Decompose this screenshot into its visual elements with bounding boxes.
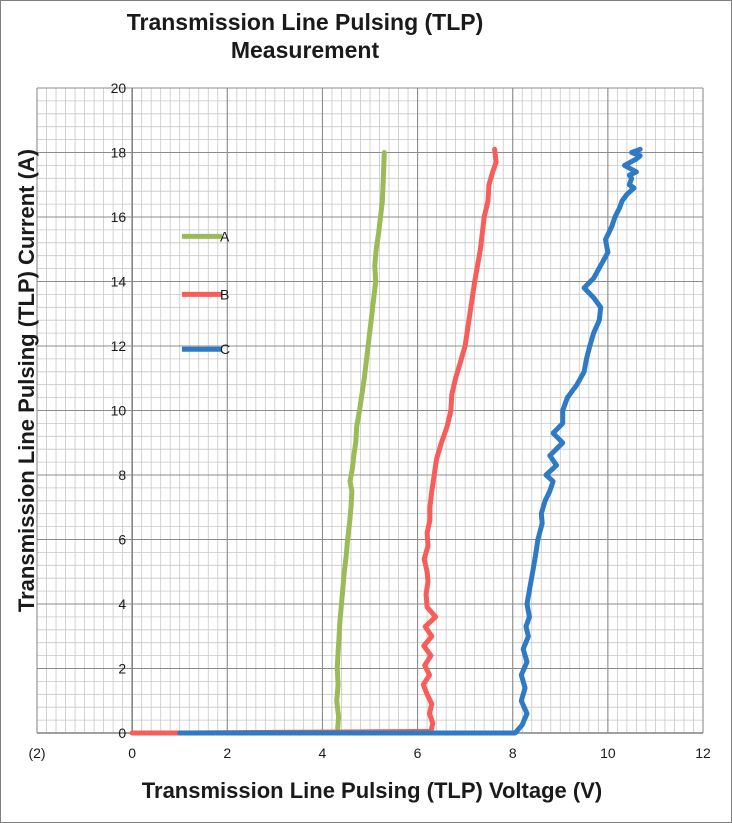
x-tick-label: (2) — [28, 745, 45, 761]
x-tick-label: 12 — [695, 745, 711, 761]
y-axis-label: Transmission Line Pulsing (TLP) Current … — [14, 149, 39, 612]
legend: A B C — [182, 228, 230, 357]
legend-label-b: B — [220, 286, 229, 302]
chart-title-line-1: Transmission Line Pulsing (TLP) — [126, 9, 484, 35]
y-tick-label: 2 — [118, 661, 126, 677]
y-tick-label: 18 — [111, 145, 127, 161]
x-tick-label: 2 — [223, 745, 231, 761]
y-tick-labels: 0 2 4 6 8 10 12 14 16 18 20 — [111, 80, 127, 741]
chart-title: Transmission Line Pulsing (TLP) Measurem… — [60, 8, 550, 64]
series-line-c — [177, 146, 643, 736]
x-tick-label: 10 — [600, 745, 616, 761]
y-tick-label: 4 — [118, 596, 126, 612]
y-tick-label: 14 — [111, 274, 127, 290]
y-tick-label: 10 — [111, 403, 127, 419]
chart-title-line-2: Measurement — [230, 37, 380, 63]
series-layer — [129, 146, 643, 736]
x-tick-label: 0 — [128, 745, 136, 761]
y-tick-label: 20 — [111, 80, 127, 96]
series-line-b — [129, 146, 499, 736]
legend-label-c: C — [220, 341, 230, 357]
y-tick-label: 12 — [111, 338, 127, 354]
y-tick-label: 16 — [111, 209, 127, 225]
y-tick-label: 8 — [118, 467, 126, 483]
x-tick-label: 6 — [414, 745, 422, 761]
y-tick-label: 0 — [118, 725, 126, 741]
series-line-a — [334, 150, 387, 731]
x-tick-label: 8 — [509, 745, 517, 761]
x-tick-labels: (2) 0 2 4 6 8 10 12 — [28, 745, 711, 761]
x-axis-label: Transmission Line Pulsing (TLP) Voltage … — [142, 778, 602, 803]
x-tick-label: 4 — [319, 745, 327, 761]
y-tick-label: 6 — [118, 532, 126, 548]
legend-label-a: A — [220, 228, 230, 244]
